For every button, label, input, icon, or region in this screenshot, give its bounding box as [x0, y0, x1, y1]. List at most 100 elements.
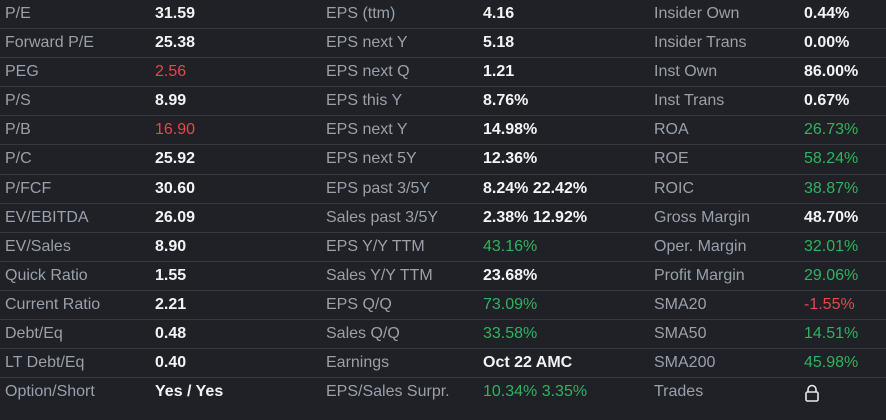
metric-label: EPS next Y: [326, 121, 408, 139]
metric-label: Inst Own: [654, 63, 718, 81]
table-row: EPS Q/Q 73.09%: [322, 291, 650, 321]
table-row: Debt/Eq 0.48: [0, 320, 322, 350]
table-row: Profit Margin 29.06%: [650, 262, 886, 291]
metric-value: 14.98%: [483, 121, 538, 139]
metric-value: 25.38: [155, 34, 196, 52]
table-row: Quick Ratio 1.55: [0, 262, 322, 291]
metric-label: Debt/Eq: [5, 325, 63, 343]
metric-value: 0.67%: [804, 92, 850, 110]
metric-value: 0.40: [155, 354, 187, 372]
metric-value: 16.90: [155, 121, 196, 139]
table-row: EPS next Y 14.98%: [322, 116, 650, 146]
metric-label: EPS Q/Q: [326, 295, 392, 313]
table-row: ROIC 38.87%: [650, 175, 886, 204]
metric-value: 1.21: [483, 63, 515, 81]
metric-label: Forward P/E: [5, 34, 94, 52]
metric-label: EPS next 5Y: [326, 150, 417, 168]
table-row: P/C 25.92: [0, 145, 322, 175]
table-row: Insider Own 0.44%: [650, 0, 886, 30]
metric-label: Earnings: [326, 354, 390, 372]
lock-icon[interactable]: [804, 384, 820, 403]
metric-label: EPS (ttm): [326, 5, 396, 22]
table-row: P/FCF 30.60: [0, 175, 322, 204]
metric-label: ROIC: [654, 179, 694, 197]
table-row: Inst Own 86.00%: [650, 58, 886, 88]
metric-label: Oper. Margin: [654, 237, 747, 255]
metric-value: 31.59: [155, 5, 196, 22]
metric-value: -1.55%: [804, 295, 855, 313]
metric-label: Inst Trans: [654, 92, 725, 110]
metric-label: EPS Y/Y TTM: [326, 237, 425, 255]
metric-value: 26.73%: [804, 121, 859, 139]
table-row: ROE 58.24%: [650, 145, 886, 175]
metric-value: 5.18: [483, 34, 515, 52]
metric-value: 2.38% 12.92%: [483, 208, 588, 226]
metric-value: 32.01%: [804, 237, 859, 255]
metric-value: 30.60: [155, 179, 196, 197]
metric-value: 0.44%: [804, 5, 850, 22]
table-row: Oper. Margin 32.01%: [650, 233, 886, 262]
table-row: Insider Trans 0.00%: [650, 29, 886, 59]
metric-value: 86.00%: [804, 63, 859, 81]
table-row: LT Debt/Eq 0.40: [0, 349, 322, 379]
table-row: Current Ratio 2.21: [0, 291, 322, 321]
table-row: Forward P/E 25.38: [0, 29, 322, 59]
metric-value: 4.16: [483, 5, 515, 22]
metric-label: Profit Margin: [654, 266, 745, 284]
metric-value: 25.92: [155, 150, 196, 168]
metric-label: EPS/Sales Surpr.: [326, 383, 450, 401]
table-row: EV/EBITDA 26.09: [0, 204, 322, 233]
table-row: SMA200 45.98%: [650, 349, 886, 379]
metric-label: Gross Margin: [654, 208, 751, 226]
metric-label: Sales Y/Y TTM: [326, 266, 433, 284]
table-row: Trades: [650, 378, 886, 407]
metric-value: 33.58%: [483, 325, 538, 343]
metric-label: EPS past 3/5Y: [326, 179, 431, 197]
metric-value: 45.98%: [804, 354, 859, 372]
metric-label: PEG: [5, 63, 39, 81]
metric-value: 29.06%: [804, 266, 859, 284]
metric-label: Insider Trans: [654, 34, 747, 52]
table-row: EPS Y/Y TTM 43.16%: [322, 233, 650, 262]
metric-value: 8.76%: [483, 92, 529, 110]
metric-value: 38.87%: [804, 179, 859, 197]
metric-label: P/C: [5, 150, 32, 168]
metric-label: Current Ratio: [5, 295, 101, 313]
table-row: P/S 8.99: [0, 87, 322, 117]
metric-label: ROE: [654, 150, 689, 168]
metric-label: SMA50: [654, 325, 707, 343]
metric-value: 23.68%: [483, 266, 538, 284]
table-row: Sales past 3/5Y 2.38% 12.92%: [322, 204, 650, 233]
metric-label: P/FCF: [5, 179, 52, 197]
metric-label: Sales Q/Q: [326, 325, 400, 343]
metric-value: 12.36%: [483, 150, 538, 168]
table-row: Sales Q/Q 33.58%: [322, 320, 650, 350]
metric-label: P/E: [5, 5, 31, 22]
metric-value: 8.90: [155, 237, 187, 255]
metric-label: EV/EBITDA: [5, 208, 89, 226]
metric-label: LT Debt/Eq: [5, 354, 85, 372]
metric-value: 43.16%: [483, 237, 538, 255]
table-row: EPS next Q 1.21: [322, 58, 650, 88]
metric-label: SMA200: [654, 354, 716, 372]
metric-value: 58.24%: [804, 150, 859, 168]
metric-label: Trades: [654, 383, 704, 401]
table-row: EPS (ttm) 4.16: [322, 0, 650, 30]
table-row: EPS this Y 8.76%: [322, 87, 650, 117]
table-row: Option/Short Yes / Yes: [0, 378, 322, 407]
metric-value: 14.51%: [804, 325, 859, 343]
metric-label: Option/Short: [5, 383, 95, 401]
column-earnings: EPS (ttm) 4.16 EPS next Y 5.18 EPS next Q 1.2…: [322, 0, 650, 420]
metric-value: 1.55: [155, 266, 187, 284]
metric-label: SMA20: [654, 295, 707, 313]
metric-value: 73.09%: [483, 295, 538, 313]
table-row: EV/Sales 8.90: [0, 233, 322, 262]
metric-label: Insider Own: [654, 5, 740, 22]
table-row: P/E 31.59: [0, 0, 322, 30]
table-row: PEG 2.56: [0, 58, 322, 88]
metric-label: EPS next Y: [326, 34, 408, 52]
metric-value: 0.00%: [804, 34, 850, 52]
table-row: Earnings Oct 22 AMC: [322, 349, 650, 379]
metric-value: 0.48: [155, 325, 187, 343]
